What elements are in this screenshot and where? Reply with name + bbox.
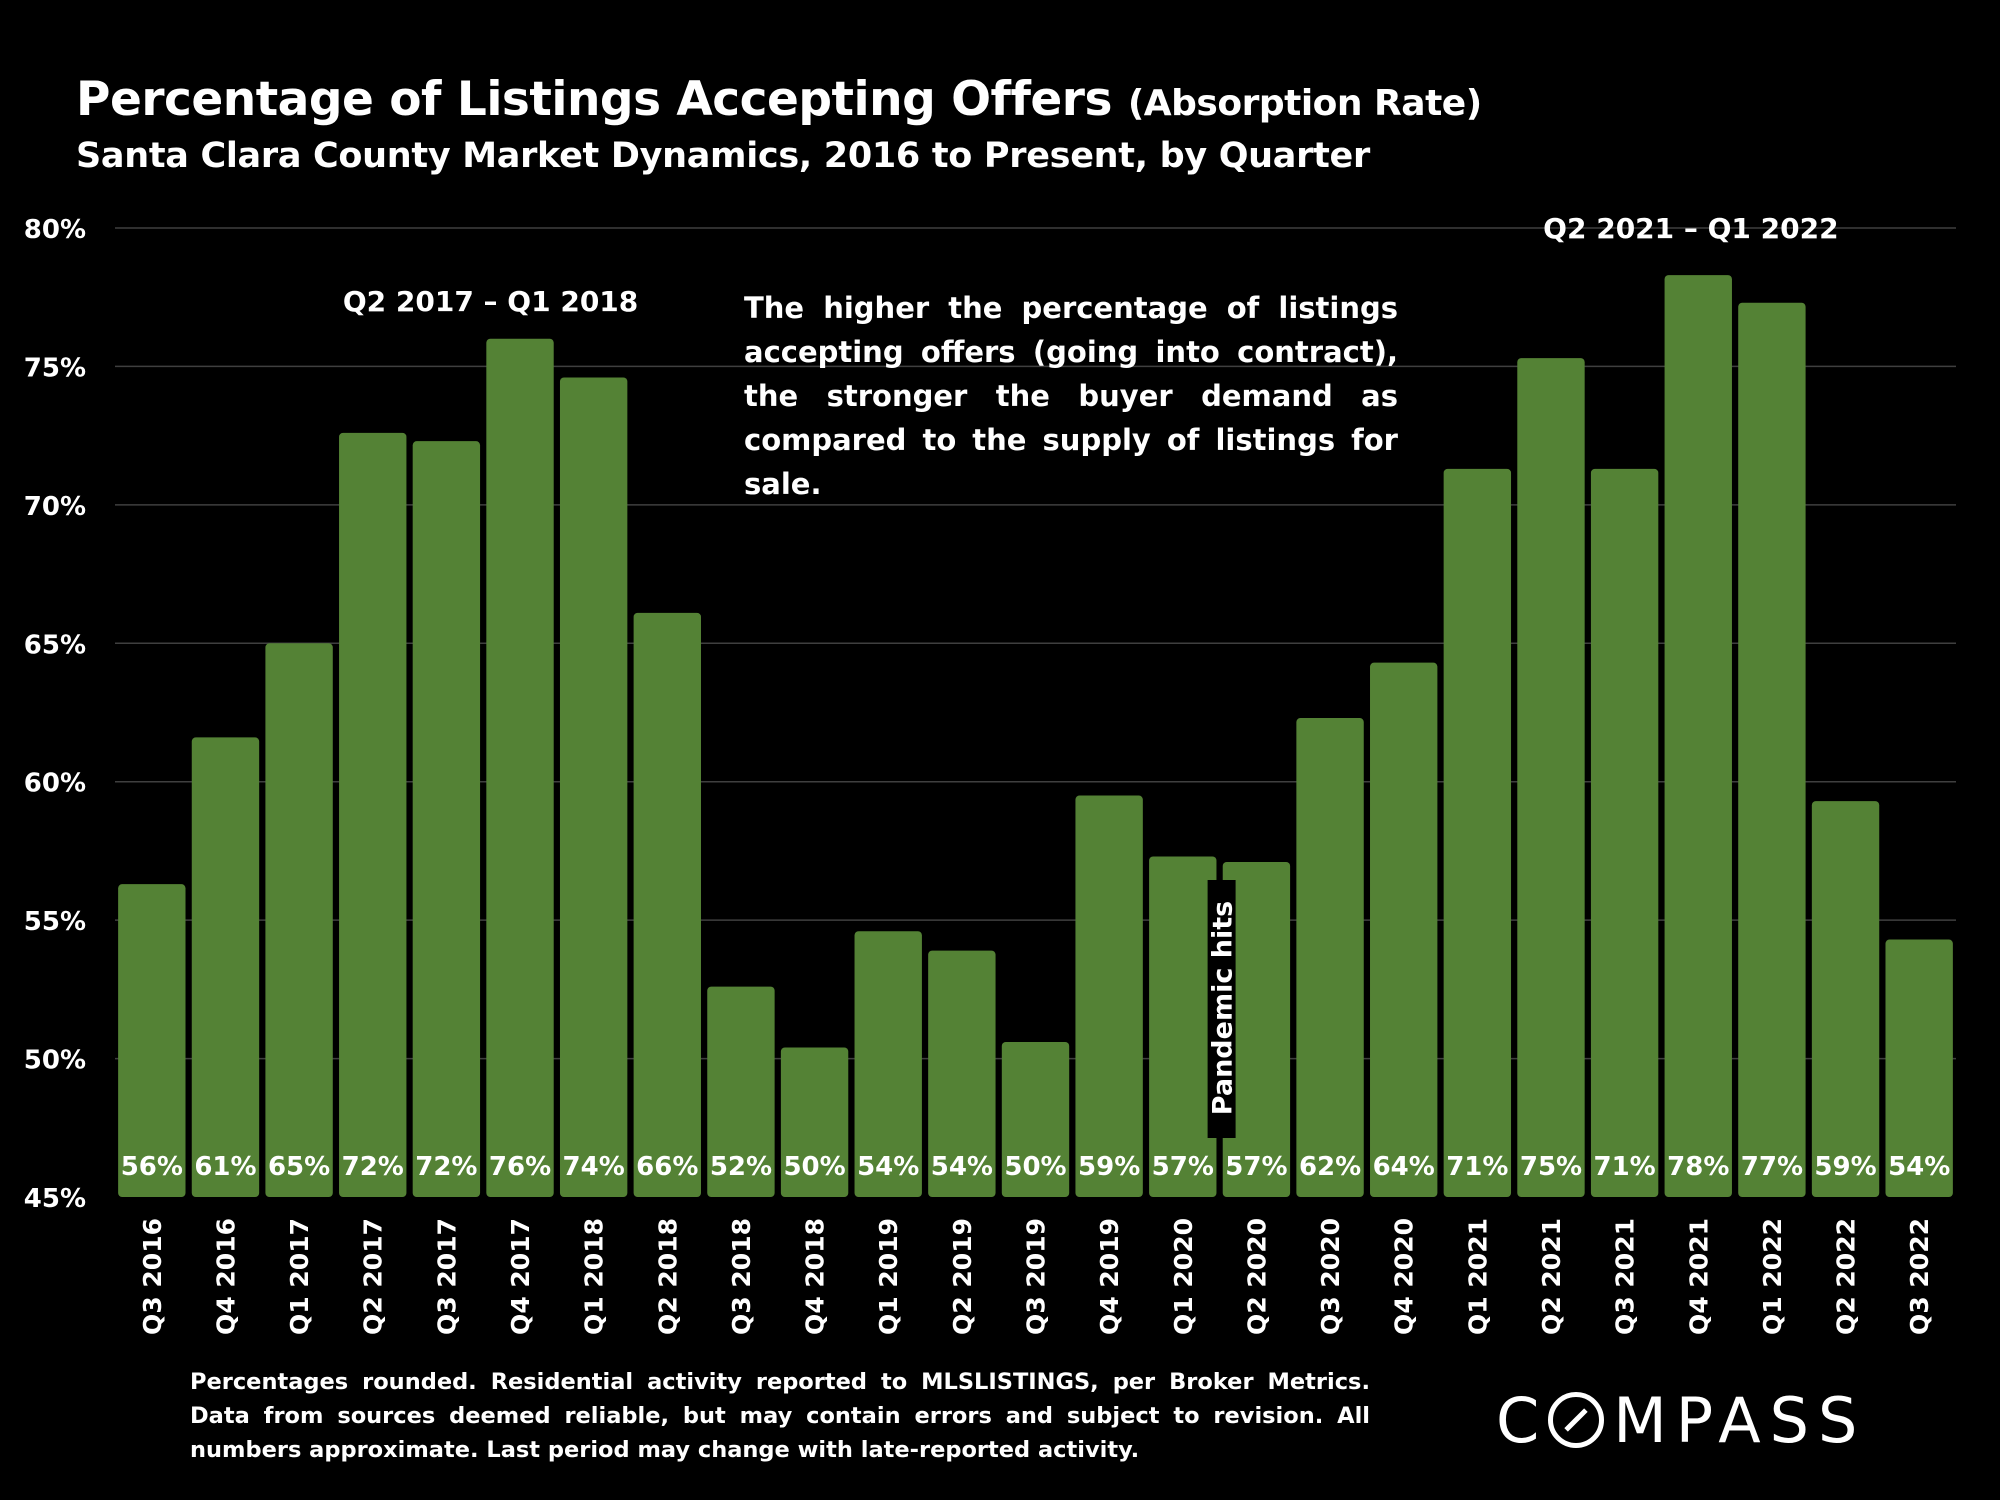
y-tick-label: 60% bbox=[24, 769, 86, 799]
x-tick-label: Q3 2016 bbox=[138, 1218, 167, 1335]
data-label: 57% bbox=[1152, 1152, 1214, 1182]
bar bbox=[854, 931, 922, 1197]
data-label: 71% bbox=[1446, 1152, 1508, 1182]
bar bbox=[265, 643, 333, 1197]
data-label: 77% bbox=[1741, 1152, 1803, 1182]
x-tick-label: Q1 2021 bbox=[1463, 1218, 1492, 1335]
x-tick-label: Q2 2019 bbox=[948, 1218, 977, 1335]
compass-logo-text: C MPASS bbox=[1496, 1383, 1867, 1457]
x-tick-label: Q3 2019 bbox=[1022, 1218, 1051, 1335]
x-tick-label: Q1 2020 bbox=[1169, 1218, 1198, 1335]
data-label: 78% bbox=[1667, 1152, 1729, 1182]
data-label: 76% bbox=[489, 1152, 551, 1182]
data-label: 64% bbox=[1373, 1152, 1435, 1182]
x-tick-label: Q2 2017 bbox=[359, 1218, 388, 1335]
bar bbox=[707, 986, 775, 1197]
y-tick-label: 55% bbox=[24, 907, 86, 937]
data-label: 61% bbox=[194, 1152, 256, 1182]
chart-title-paren: (Absorption Rate) bbox=[1127, 83, 1482, 124]
x-tick-label: Q1 2018 bbox=[580, 1218, 609, 1335]
bar bbox=[1001, 1041, 1070, 1197]
y-tick-label: 45% bbox=[24, 1184, 86, 1214]
x-tick-label: Q3 2017 bbox=[432, 1218, 461, 1335]
compass-o-icon bbox=[1548, 1391, 1605, 1448]
x-tick-label: Q4 2019 bbox=[1095, 1218, 1124, 1335]
bar bbox=[1149, 856, 1217, 1197]
data-label: 72% bbox=[342, 1152, 404, 1182]
bar bbox=[1222, 862, 1291, 1197]
data-label: 50% bbox=[1004, 1152, 1066, 1182]
bar bbox=[1075, 795, 1143, 1197]
bar bbox=[633, 612, 701, 1197]
bar bbox=[412, 441, 481, 1197]
x-tick-label: Q3 2022 bbox=[1905, 1218, 1934, 1335]
x-tick-label: Q4 2017 bbox=[506, 1218, 535, 1335]
footnote: Percentages rounded. Residential activit… bbox=[190, 1369, 1370, 1463]
bar bbox=[1443, 468, 1512, 1197]
data-label: 74% bbox=[563, 1152, 625, 1182]
data-label: 72% bbox=[415, 1152, 477, 1182]
data-label: 54% bbox=[1888, 1152, 1950, 1182]
data-label: 65% bbox=[268, 1152, 330, 1182]
data-label: 56% bbox=[121, 1152, 183, 1182]
bar bbox=[1296, 718, 1364, 1197]
data-label: 75% bbox=[1520, 1152, 1582, 1182]
bar bbox=[1811, 801, 1880, 1197]
chart-note: The higher the percentage of listings ac… bbox=[744, 291, 1398, 501]
x-tick-label: Q1 2017 bbox=[285, 1218, 314, 1335]
bar bbox=[1738, 302, 1806, 1197]
chart-title: Percentage of Listings Accepting Offers … bbox=[76, 72, 1482, 127]
annotation-period-2021: Q2 2021 – Q1 2022 bbox=[1543, 212, 1838, 245]
pandemic-marker bbox=[1207, 880, 1236, 1138]
annotation-period-2017: Q2 2017 – Q1 2018 bbox=[343, 285, 638, 318]
x-tick-label: Q3 2018 bbox=[727, 1218, 756, 1335]
bar bbox=[118, 884, 186, 1197]
y-tick-label: 50% bbox=[24, 1046, 86, 1076]
chart-subtitle: Santa Clara County Market Dynamics, 2016… bbox=[76, 136, 1370, 176]
x-tick-label: Q1 2022 bbox=[1758, 1218, 1787, 1335]
y-tick-label: 65% bbox=[24, 630, 86, 660]
chart-title-main: Percentage of Listings Accepting Offers bbox=[76, 72, 1112, 127]
x-tick-label: Q1 2019 bbox=[874, 1218, 903, 1335]
x-tick-label: Q4 2020 bbox=[1390, 1218, 1419, 1335]
x-tick-label: Q2 2020 bbox=[1242, 1218, 1271, 1335]
x-tick-label: Q4 2018 bbox=[801, 1218, 830, 1335]
x-tick-label: Q2 2018 bbox=[653, 1218, 682, 1335]
data-label: 54% bbox=[857, 1152, 919, 1182]
data-label: 59% bbox=[1814, 1152, 1876, 1182]
annotation-pandemic: Pandemic hits bbox=[1208, 901, 1239, 1115]
data-label: 54% bbox=[931, 1152, 993, 1182]
x-tick-label: Q3 2020 bbox=[1316, 1218, 1345, 1335]
bar bbox=[559, 377, 628, 1197]
bar bbox=[1370, 662, 1438, 1197]
bar bbox=[780, 1047, 849, 1197]
x-tick-label: Q2 2021 bbox=[1537, 1218, 1566, 1335]
x-tick-label: Q3 2021 bbox=[1611, 1218, 1640, 1335]
bar bbox=[339, 432, 407, 1198]
data-label: 57% bbox=[1225, 1152, 1287, 1182]
data-label: 62% bbox=[1299, 1152, 1361, 1182]
compass-logo: C MPASS bbox=[1496, 1380, 1920, 1460]
bar bbox=[928, 950, 996, 1197]
x-tick-label: Q4 2016 bbox=[211, 1218, 240, 1335]
bar bbox=[1664, 275, 1732, 1198]
bar bbox=[1590, 468, 1659, 1197]
x-tick-label: Q2 2022 bbox=[1832, 1218, 1861, 1335]
data-label: 59% bbox=[1078, 1152, 1140, 1182]
data-label: 50% bbox=[783, 1152, 845, 1182]
y-tick-label: 80% bbox=[24, 215, 86, 245]
bar bbox=[191, 737, 260, 1197]
y-tick-label: 70% bbox=[24, 492, 86, 522]
data-label: 71% bbox=[1594, 1152, 1656, 1182]
y-tick-label: 75% bbox=[24, 353, 86, 383]
bar bbox=[1885, 939, 1953, 1197]
x-tick-label: Q4 2021 bbox=[1684, 1218, 1713, 1335]
bar bbox=[1517, 358, 1585, 1197]
bar bbox=[486, 338, 554, 1197]
data-label: 52% bbox=[710, 1152, 772, 1182]
data-label: 66% bbox=[636, 1152, 698, 1182]
